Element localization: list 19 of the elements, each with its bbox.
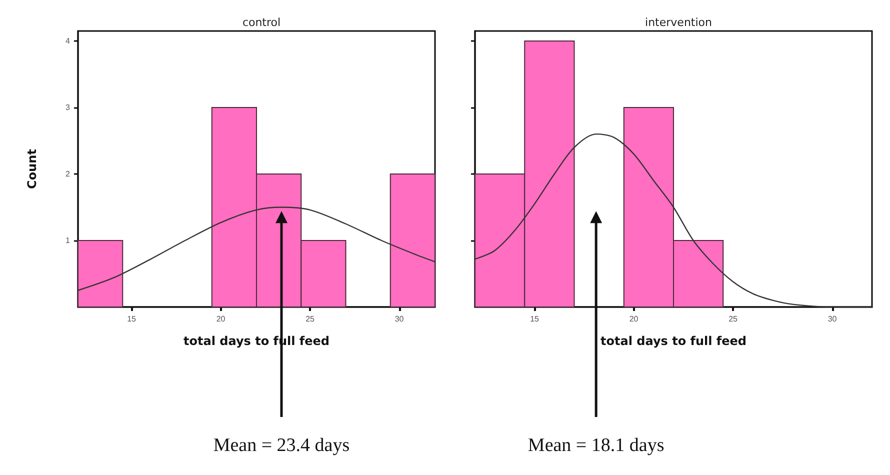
chart-title: control xyxy=(242,16,281,29)
y-axis-title: Count xyxy=(25,148,39,189)
line-series xyxy=(77,206,436,291)
y-tick-label: 2 xyxy=(66,169,71,178)
annotation: Mean = 18.1 days xyxy=(526,435,666,457)
x-tick-label: 30 xyxy=(394,314,404,324)
annotation: Mean = 23.4 days xyxy=(212,435,351,457)
x-tick-label: 15 xyxy=(530,314,540,324)
y-tick-label: 1 xyxy=(66,236,71,245)
x-tick-label: 30 xyxy=(828,314,838,324)
x-tick-label: 15 xyxy=(127,314,137,324)
y-tick-label: 4 xyxy=(66,36,71,46)
x-tick-label: 25 xyxy=(306,314,316,324)
y-tick-label: 3 xyxy=(66,102,71,112)
x-tick-label: 20 xyxy=(629,314,639,324)
x-tick-label: 25 xyxy=(728,314,738,324)
chart-title: intervention xyxy=(645,16,712,29)
x-axis-title: total days to full feed xyxy=(600,334,746,348)
x-tick-label: 20 xyxy=(216,314,226,324)
